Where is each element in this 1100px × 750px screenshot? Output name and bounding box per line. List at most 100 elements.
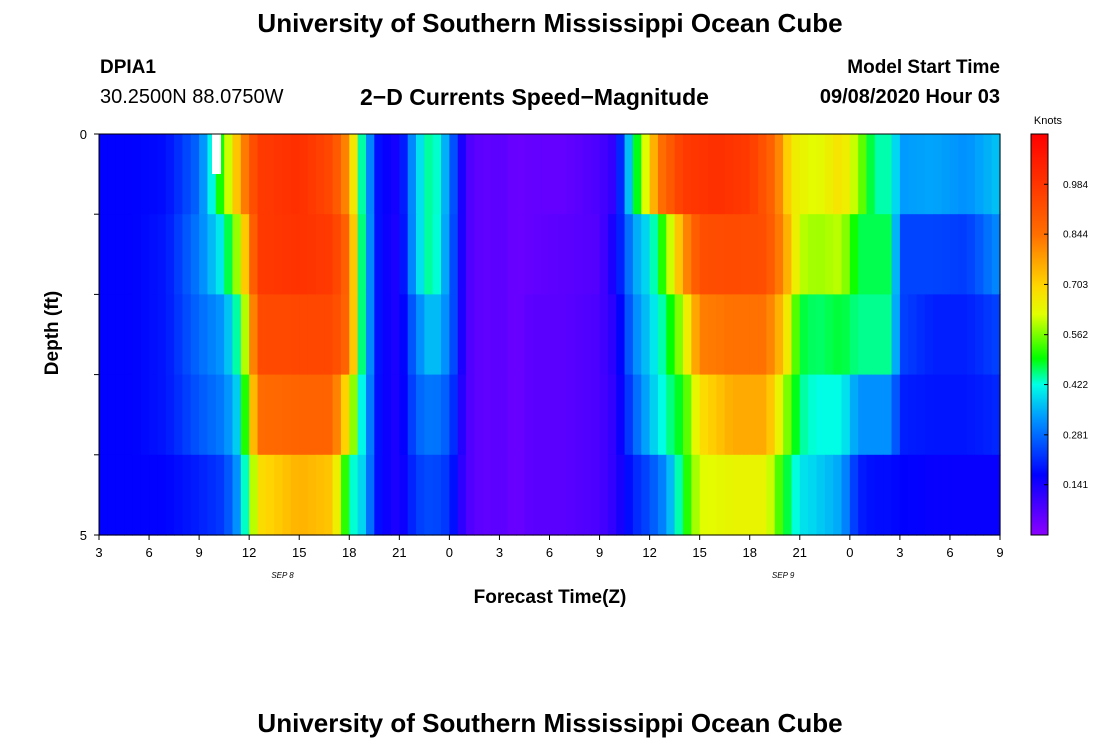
heatmap-cell [674, 374, 684, 456]
heatmap-cell [174, 294, 184, 376]
heatmap-cell [332, 214, 342, 295]
heatmap-cell [424, 214, 434, 295]
heatmap-cell [532, 294, 542, 376]
heatmap-cell [816, 214, 826, 295]
heatmap-cell [891, 454, 901, 536]
heatmap-cell [641, 374, 651, 456]
heatmap-cell [624, 134, 634, 215]
heatmap-cell [599, 454, 609, 536]
heatmap-cell [691, 294, 701, 376]
x-tick-label: 0 [846, 545, 853, 560]
heatmap-cell [516, 374, 526, 456]
heatmap-cell [591, 374, 601, 456]
heatmap-cell [165, 134, 175, 215]
heatmap-cell [115, 134, 125, 215]
x-tick-label: 0 [446, 545, 453, 560]
heatmap-cell [799, 374, 809, 456]
heatmap-cell [941, 454, 951, 536]
heatmap-cell [566, 454, 576, 536]
x-tick-label: 3 [896, 545, 903, 560]
heatmap-cell [933, 214, 943, 295]
heatmap-cell [349, 134, 359, 215]
heatmap-cell [174, 454, 184, 536]
heatmap-cell [883, 134, 893, 215]
heatmap-cell [824, 214, 834, 295]
heatmap-cell [424, 134, 434, 215]
heatmap-cell [883, 294, 893, 376]
heatmap-cell [190, 294, 200, 376]
heatmap-cell [883, 454, 893, 536]
heatmap-cell [199, 294, 209, 376]
heatmap-cell [290, 374, 300, 456]
heatmap-cell [799, 454, 809, 536]
heatmap-cell [265, 294, 275, 376]
heatmap-cell [107, 214, 117, 295]
heatmap-cell [140, 294, 150, 376]
heatmap-cell [841, 454, 851, 536]
heatmap-cell [974, 214, 984, 295]
heatmap-cell [182, 374, 192, 456]
heatmap-cell [324, 374, 334, 456]
heatmap-cell [299, 134, 309, 215]
heatmap-cell [466, 134, 476, 215]
heatmap-cell [649, 374, 659, 456]
heatmap-cell [466, 294, 476, 376]
heatmap-cell [632, 454, 642, 536]
heatmap-cell [340, 454, 350, 536]
model-start-time: 09/08/2020 Hour 03 [819, 86, 1000, 108]
heatmap-cell [382, 374, 392, 456]
heatmap-cell [657, 294, 667, 376]
heatmap-cell [232, 454, 242, 536]
heatmap-cell [290, 454, 300, 536]
heatmap-cell [457, 294, 467, 376]
heatmap-cell [566, 294, 576, 376]
heatmap-cell [866, 374, 876, 456]
heatmap-cell [991, 294, 1001, 376]
heatmap-cell [632, 294, 642, 376]
heatmap-cell [774, 214, 784, 295]
heatmap-cell [516, 294, 526, 376]
heatmap-cell [399, 374, 409, 456]
colorbar-tick-label: 0.984 [1063, 180, 1088, 191]
heatmap-cell [741, 454, 751, 536]
heatmap-cell [441, 214, 450, 295]
heatmap-cell [607, 454, 617, 536]
heatmap-cell [891, 374, 901, 456]
heatmap-cell [282, 294, 292, 376]
heatmap-cell [708, 294, 717, 376]
heatmap-cell [424, 454, 434, 536]
heatmap-cell [457, 214, 467, 295]
heatmap-cell [482, 134, 492, 215]
heatmap-cell [140, 454, 150, 536]
heatmap-cell [432, 454, 442, 536]
date-label: SEP 9 [772, 571, 795, 580]
heatmap-cell [657, 134, 667, 215]
heatmap-cell [332, 134, 342, 215]
heatmap-cell [382, 454, 392, 536]
heatmap-cell [115, 454, 125, 536]
heatmap-cell [741, 374, 751, 456]
heatmap-cell [374, 134, 384, 215]
heatmap-cell [466, 374, 476, 456]
heatmap-cell [324, 294, 334, 376]
heatmap-cell [499, 134, 509, 215]
heatmap-cell [833, 294, 843, 376]
heatmap-cell [349, 214, 359, 295]
heatmap-cell [808, 214, 818, 295]
heatmap-cell [866, 294, 876, 376]
heatmap-cell [783, 294, 793, 376]
heatmap-cell [708, 374, 717, 456]
heatmap-cell [549, 214, 559, 295]
heatmap-cell [774, 134, 784, 215]
heatmap-cell [574, 134, 584, 215]
x-tick-label: 15 [292, 545, 306, 560]
heatmap-cell [374, 454, 384, 536]
heatmap-cell [599, 374, 609, 456]
heatmap-cell [165, 214, 175, 295]
heatmap-cell [991, 374, 1001, 456]
heatmap-cell [949, 374, 959, 456]
heatmap-cell [682, 454, 692, 536]
heatmap-cell [340, 214, 350, 295]
heatmap-cell [924, 454, 934, 536]
heatmap-cell [416, 374, 425, 456]
